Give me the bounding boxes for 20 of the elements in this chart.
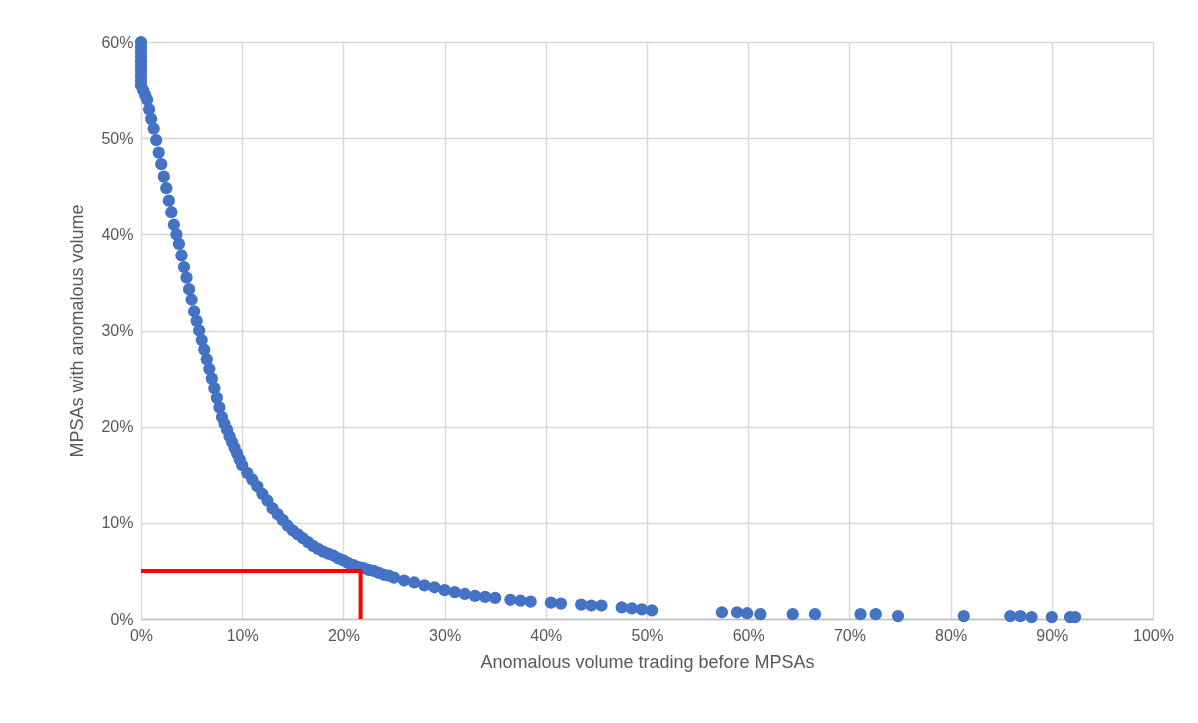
y-tick-label: 10% xyxy=(101,514,134,532)
x-tick-label: 40% xyxy=(530,626,563,644)
y-tick-label: 0% xyxy=(110,610,134,628)
y-tick-label: 30% xyxy=(101,322,134,339)
x-tick-label: 20% xyxy=(327,626,360,644)
x-tick-label: 70% xyxy=(833,626,866,644)
x-tick-label: 10% xyxy=(226,626,259,644)
y-axis-title: MPSAs with anomalous volume xyxy=(67,204,88,458)
x-tick-label: 100% xyxy=(1133,626,1174,644)
x-axis-title: Anomalous volume trading before MPSAs xyxy=(480,651,815,672)
x-tick-label: 30% xyxy=(429,626,462,644)
y-tick-label: 20% xyxy=(101,418,134,436)
x-tick-label: 60% xyxy=(732,626,765,644)
x-tick-label: 0% xyxy=(129,626,154,644)
y-tick-label: 50% xyxy=(101,129,134,147)
y-tick-label: 60% xyxy=(101,33,134,51)
x-tick-label: 90% xyxy=(1036,626,1069,644)
x-tick-label: 80% xyxy=(935,626,968,644)
x-tick-label: 50% xyxy=(631,626,664,644)
y-tick-label: 40% xyxy=(101,225,134,243)
